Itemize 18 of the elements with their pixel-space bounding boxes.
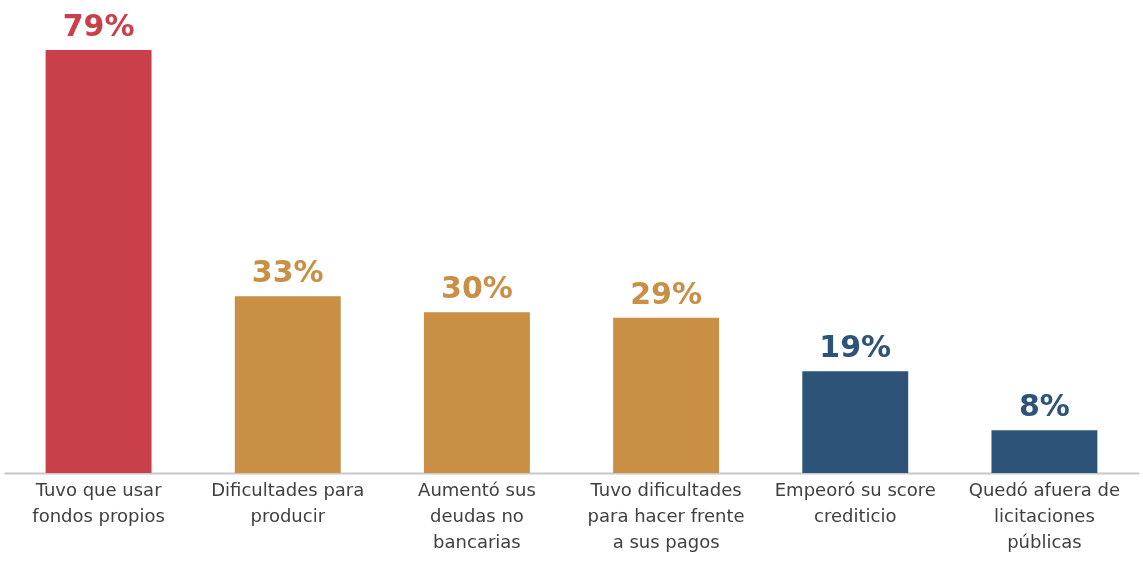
bar bbox=[423, 312, 530, 473]
bar bbox=[613, 317, 720, 473]
x-tick-label: Aumentó sus deudas no bancarias bbox=[418, 478, 536, 552]
bar bbox=[45, 50, 152, 473]
data-label: 33% bbox=[251, 254, 324, 290]
data-label: 79% bbox=[62, 8, 135, 43]
data-label: 30% bbox=[441, 270, 513, 306]
bar bbox=[234, 296, 341, 473]
x-tick-label: Empeoró su score crediticio bbox=[774, 478, 936, 526]
bar bbox=[991, 430, 1098, 473]
x-tick-label: Tuvo dificultades para hacer frente a sus pagos bbox=[587, 478, 745, 552]
data-label: 8% bbox=[1018, 388, 1070, 424]
x-tick-label: Dificultades para producir bbox=[211, 478, 365, 526]
bar bbox=[802, 371, 909, 473]
data-label: 29% bbox=[630, 275, 702, 311]
data-label: 19% bbox=[819, 329, 892, 365]
x-tick-label: Quedó afuera de licitaciones públicas bbox=[968, 478, 1121, 552]
x-tick-label: Tuvo que usar fondos propios bbox=[32, 478, 165, 526]
